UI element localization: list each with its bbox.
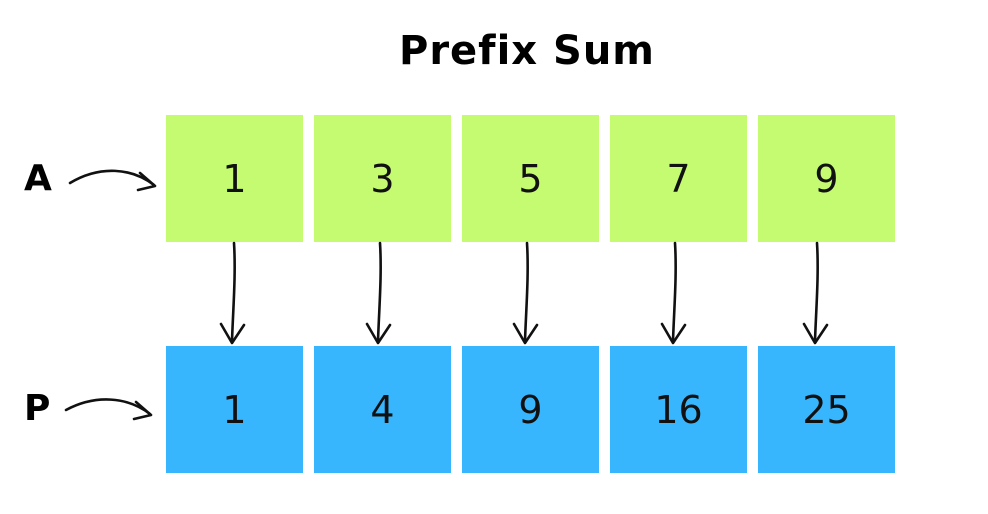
array-p-cell-2: 9	[462, 346, 599, 473]
array-a-cell-3: 7	[610, 115, 747, 242]
array-p-cell-4: 25	[758, 346, 895, 473]
down-arrow-1	[365, 241, 392, 345]
array-a-cell-0: 1	[166, 115, 303, 242]
array-a-cell-1: 3	[314, 115, 451, 242]
down-arrow-4	[802, 241, 829, 345]
label-arrow-a	[68, 169, 157, 192]
down-arrow-2	[512, 241, 539, 345]
array-p-cell-1: 4	[314, 346, 451, 473]
label-arrow-p	[64, 398, 153, 421]
row-label-a: A	[24, 158, 52, 199]
row-label-p: P	[24, 388, 51, 429]
diagram-title: Prefix Sum	[399, 28, 655, 74]
array-p-cell-0: 1	[166, 346, 303, 473]
array-p-cell-3: 16	[610, 346, 747, 473]
down-arrow-3	[660, 241, 687, 345]
array-a-cell-4: 9	[758, 115, 895, 242]
down-arrow-0	[219, 241, 246, 345]
array-a-cell-2: 5	[462, 115, 599, 242]
